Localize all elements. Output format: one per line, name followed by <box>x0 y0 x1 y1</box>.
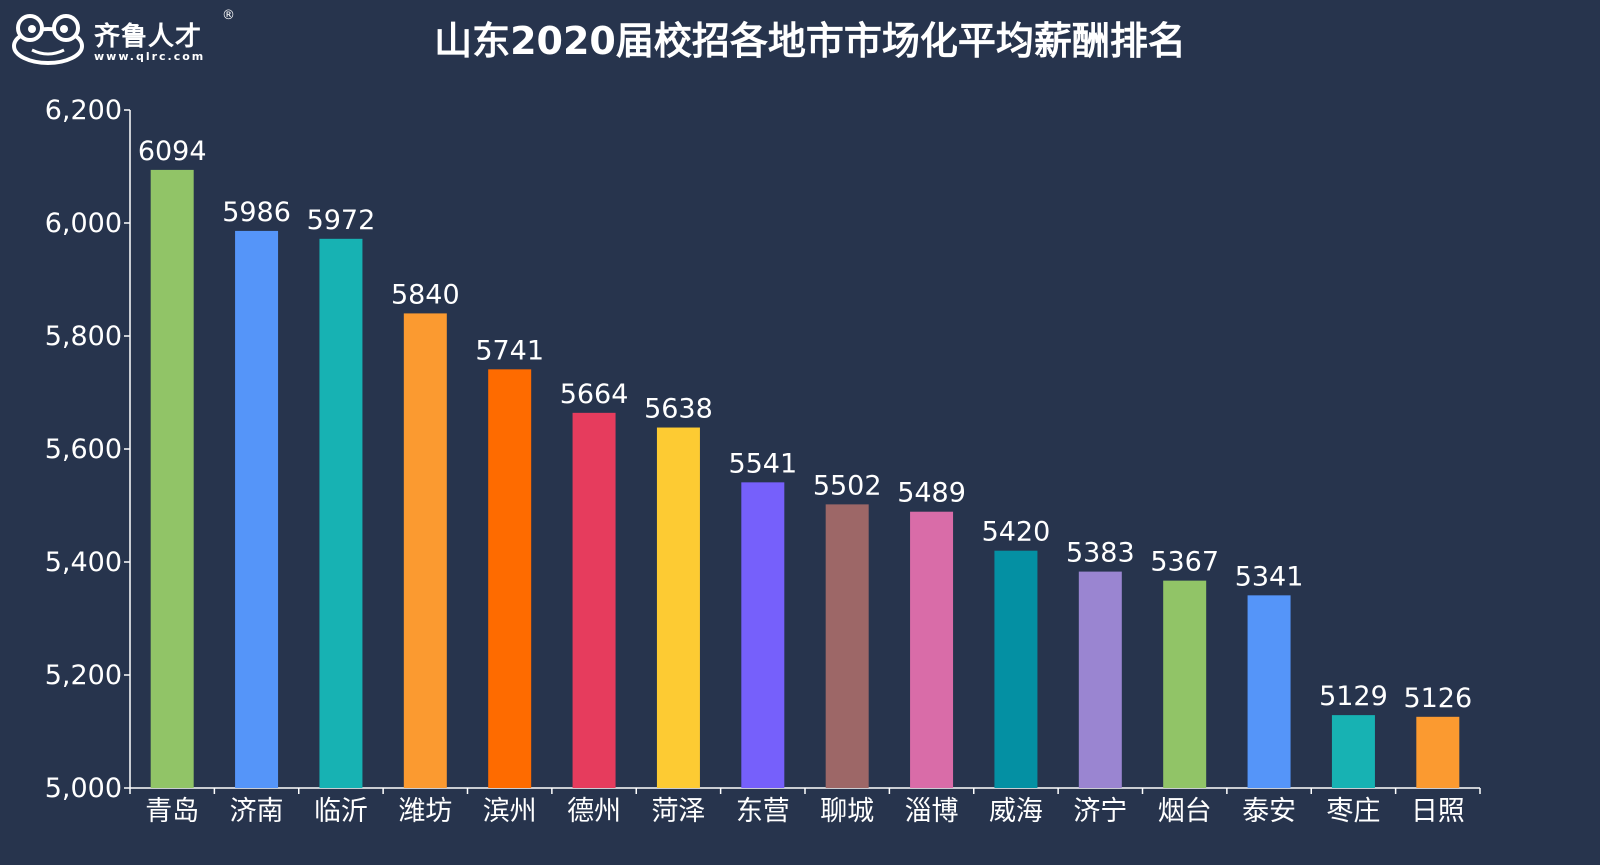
bar-1 <box>150 169 194 788</box>
value-label: 5489 <box>897 478 966 509</box>
bar-5 <box>488 369 532 788</box>
y-tick-label: 5,600 <box>45 434 122 465</box>
value-label: 5638 <box>644 394 713 425</box>
bar-2 <box>235 230 279 788</box>
bar-13 <box>1163 580 1207 788</box>
category-label: 临沂 <box>314 796 368 827</box>
category-label: 济宁 <box>1073 796 1127 827</box>
value-label: 5986 <box>222 197 291 228</box>
logo: 齐鲁人才 ® www.qlrc.com <box>8 8 248 68</box>
category-label: 青岛 <box>145 796 199 827</box>
y-tick-label: 5,000 <box>45 773 122 804</box>
y-tick-label: 5,400 <box>45 547 122 578</box>
category-label: 滨州 <box>483 796 537 827</box>
bar-10 <box>910 511 954 788</box>
y-axis: 5,000 5,200 5,400 5,600 5,800 6,000 6,200 <box>45 95 131 804</box>
value-label: 5367 <box>1150 547 1219 578</box>
bar-3 <box>319 238 363 788</box>
category-label: 东营 <box>736 796 790 827</box>
category-label: 德州 <box>567 796 621 827</box>
y-tick-label: 6,000 <box>45 208 122 239</box>
value-labels: 6094 5986 5972 5840 5741 5664 5638 5541 5502 5489… <box>138 136 1472 714</box>
frog-icon <box>12 14 84 65</box>
category-label: 威海 <box>989 796 1043 827</box>
bar-14 <box>1247 595 1291 788</box>
bar-9 <box>825 504 869 788</box>
bars <box>150 169 1460 788</box>
bar-12 <box>1078 571 1122 788</box>
value-label: 5420 <box>982 517 1051 548</box>
value-label: 5383 <box>1066 538 1135 569</box>
brand-url: www.qlrc.com <box>94 50 206 63</box>
value-label: 5502 <box>813 470 882 501</box>
bar-8 <box>741 482 785 788</box>
category-label: 淄博 <box>905 796 959 827</box>
bar-15 <box>1331 715 1375 788</box>
brand-name: 齐鲁人才 <box>94 22 203 52</box>
value-label: 5840 <box>391 279 460 310</box>
category-label: 菏泽 <box>651 796 705 827</box>
y-tick-label: 6,200 <box>45 95 122 126</box>
x-axis <box>129 787 1481 794</box>
bar-4 <box>403 313 447 788</box>
category-label: 济南 <box>230 796 284 827</box>
category-label: 烟台 <box>1158 796 1212 827</box>
bar-6 <box>572 412 616 788</box>
value-label: 6094 <box>138 136 207 167</box>
bar-16 <box>1416 716 1460 788</box>
bar-7 <box>656 427 700 788</box>
value-label: 5126 <box>1403 683 1472 714</box>
category-label: 聊城 <box>820 796 874 827</box>
value-label: 5541 <box>728 448 797 479</box>
value-label: 5972 <box>307 205 376 236</box>
category-label: 日照 <box>1411 796 1465 827</box>
y-tick-label: 5,200 <box>45 660 122 691</box>
value-label: 5341 <box>1235 561 1304 592</box>
value-label: 5741 <box>475 335 544 366</box>
category-labels: 青岛 济南 临沂 潍坊 滨州 德州 菏泽 东营 聊城 淄博 威海 济宁 烟台 泰安 枣庄 日照 <box>145 796 1465 827</box>
category-label: 枣庄 <box>1326 796 1380 827</box>
y-tick-label: 5,800 <box>45 321 122 352</box>
category-label: 泰安 <box>1242 796 1296 827</box>
bar-11 <box>994 550 1038 788</box>
registered-mark: ® <box>222 8 235 23</box>
value-label: 5129 <box>1319 681 1388 712</box>
value-label: 5664 <box>560 379 629 410</box>
chart-title: 山东2020届校招各地市市场化平均薪酬排名 <box>434 19 1186 63</box>
category-label: 潍坊 <box>398 796 452 827</box>
